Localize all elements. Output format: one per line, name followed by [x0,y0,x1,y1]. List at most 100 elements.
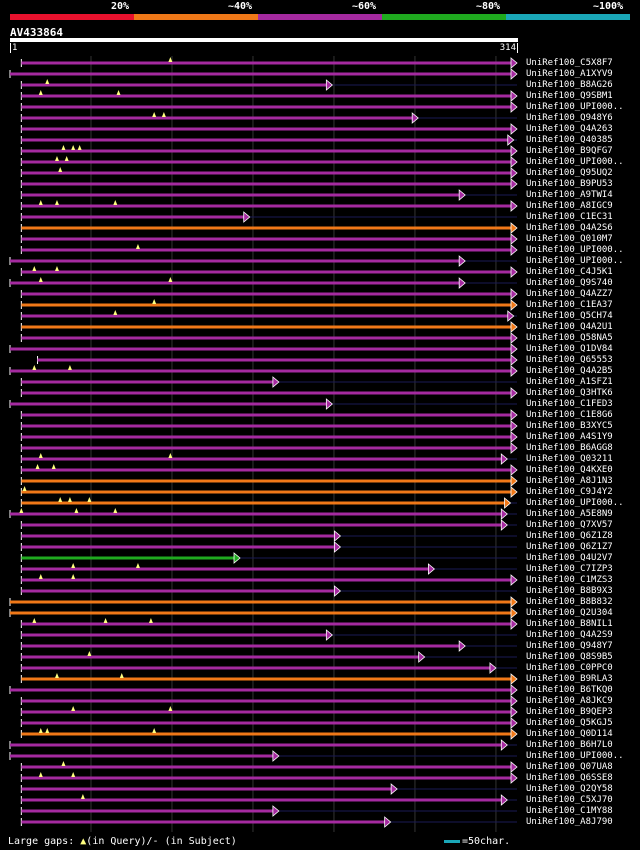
hit-bar[interactable] [21,787,392,791]
hit-bar[interactable] [21,83,327,87]
hit-label[interactable]: UniRef100_Q010M7 [526,234,613,244]
hit-label[interactable]: UniRef100_UPI000.. [526,245,624,255]
hit-label[interactable]: UniRef100_Q07UA8 [526,762,613,772]
hit-bar[interactable] [10,281,460,285]
hit-bar[interactable] [21,226,512,230]
hit-label[interactable]: UniRef100_Q4AZZ7 [526,289,613,299]
hit-label[interactable]: UniRef100_Q65553 [526,355,613,365]
hit-label[interactable]: UniRef100_C7IZP3 [526,564,613,574]
hit-bar[interactable] [21,567,429,571]
hit-bar[interactable] [21,314,508,318]
hit-label[interactable]: UniRef100_C5X8F7 [526,58,613,68]
hit-bar[interactable] [21,391,512,395]
hit-label[interactable]: UniRef100_B8NIL1 [526,619,613,629]
hit-bar[interactable] [21,270,512,274]
hit-label[interactable]: UniRef100_Q58NA5 [526,333,613,343]
hit-label[interactable]: UniRef100_A8JKC9 [526,696,613,706]
hit-bar[interactable] [21,138,508,142]
hit-label[interactable]: UniRef100_Q6SSE8 [526,773,613,783]
hit-label[interactable]: UniRef100_A5E8N9 [526,509,613,519]
hit-label[interactable]: UniRef100_B9PU53 [526,179,613,189]
hit-bar[interactable] [10,347,511,351]
hit-bar[interactable] [21,325,512,329]
hit-label[interactable]: UniRef100_Q5KGJ5 [526,718,613,728]
hit-label[interactable]: UniRef100_Q40385 [526,135,613,145]
hit-label[interactable]: UniRef100_Q4A263 [526,124,613,134]
hit-label[interactable]: UniRef100_C1MY88 [526,806,613,816]
hit-bar[interactable] [21,204,512,208]
hit-label[interactable]: UniRef100_C4J5K1 [526,267,613,277]
hit-label[interactable]: UniRef100_Q4A2B5 [526,366,613,376]
hit-bar[interactable] [21,523,502,527]
hit-bar[interactable] [21,248,512,252]
hit-label[interactable]: UniRef100_B3XYC5 [526,421,613,431]
hit-bar[interactable] [21,215,244,219]
hit-label[interactable]: UniRef100_C1FED3 [526,399,613,409]
hit-label[interactable]: UniRef100_UPI000.. [526,751,624,761]
hit-label[interactable]: UniRef100_C9J4Y2 [526,487,613,497]
hit-label[interactable]: UniRef100_Q948Y7 [526,641,613,651]
hit-label[interactable]: UniRef100_A8J790 [526,817,613,827]
hit-bar[interactable] [21,556,235,560]
hit-label[interactable]: UniRef100_UPI000.. [526,157,624,167]
hit-label[interactable]: UniRef100_Q7XV57 [526,520,613,530]
hit-bar[interactable] [21,578,512,582]
hit-label[interactable]: UniRef100_Q4A2U1 [526,322,613,332]
hit-bar[interactable] [21,820,385,824]
hit-bar[interactable] [10,754,273,758]
hit-label[interactable]: UniRef100_C1EA37 [526,300,613,310]
hit-bar[interactable] [21,644,460,648]
hit-bar[interactable] [21,501,505,505]
hit-label[interactable]: UniRef100_Q5CH74 [526,311,613,321]
hit-bar[interactable] [21,479,512,483]
hit-label[interactable]: UniRef100_Q6Z1Z7 [526,542,613,552]
hit-label[interactable]: UniRef100_Q4KXE0 [526,465,613,475]
hit-label[interactable]: UniRef100_UPI000.. [526,102,624,112]
hit-bar[interactable] [21,457,502,461]
hit-bar[interactable] [21,237,512,241]
hit-bar[interactable] [21,545,335,549]
hit-label[interactable]: UniRef100_C1E8G6 [526,410,613,420]
hit-bar[interactable] [21,182,512,186]
hit-bar[interactable] [21,776,512,780]
hit-bar[interactable] [21,303,512,307]
hit-bar[interactable] [21,336,512,340]
hit-bar[interactable] [21,435,512,439]
hit-bar[interactable] [21,446,512,450]
hit-bar[interactable] [21,699,512,703]
hit-bar[interactable] [21,292,512,296]
hit-label[interactable]: UniRef100_C1EC31 [526,212,613,222]
hit-label[interactable]: UniRef100_Q03211 [526,454,613,464]
hit-bar[interactable] [21,721,512,725]
hit-label[interactable]: UniRef100_Q948Y6 [526,113,613,123]
hit-label[interactable]: UniRef100_A8IGC9 [526,201,613,211]
hit-bar[interactable] [21,193,460,197]
hit-bar[interactable] [21,105,512,109]
hit-bar[interactable] [21,633,327,637]
hit-label[interactable]: UniRef100_Q9S740 [526,278,613,288]
hit-bar[interactable] [10,688,511,692]
hit-bar[interactable] [10,600,511,604]
hit-bar[interactable] [21,116,413,120]
hit-bar[interactable] [21,677,512,681]
hit-bar[interactable] [10,72,511,76]
hit-label[interactable]: UniRef100_B8AG26 [526,80,613,90]
hit-bar[interactable] [21,666,490,670]
hit-label[interactable]: UniRef100_Q1DV84 [526,344,613,354]
hit-bar[interactable] [10,512,502,516]
hit-label[interactable]: UniRef100_B9QEP3 [526,707,613,717]
hit-label[interactable]: UniRef100_Q4A2S9 [526,630,613,640]
hit-bar[interactable] [21,765,512,769]
hit-bar[interactable] [10,369,511,373]
hit-bar[interactable] [21,710,512,714]
hit-label[interactable]: UniRef100_A1SFZ1 [526,377,613,387]
hit-label[interactable]: UniRef100_Q0D114 [526,729,613,739]
hit-label[interactable]: UniRef100_Q6Z1Z8 [526,531,613,541]
hit-label[interactable]: UniRef100_Q8S9B5 [526,652,613,662]
hit-label[interactable]: UniRef100_B6H7L0 [526,740,613,750]
hit-label[interactable]: UniRef100_B9RLA3 [526,674,613,684]
hit-label[interactable]: UniRef100_C0PPC0 [526,663,613,673]
hit-label[interactable]: UniRef100_Q2U304 [526,608,613,618]
hit-label[interactable]: UniRef100_C5XJ70 [526,795,613,805]
hit-label[interactable]: UniRef100_B8B832 [526,597,613,607]
